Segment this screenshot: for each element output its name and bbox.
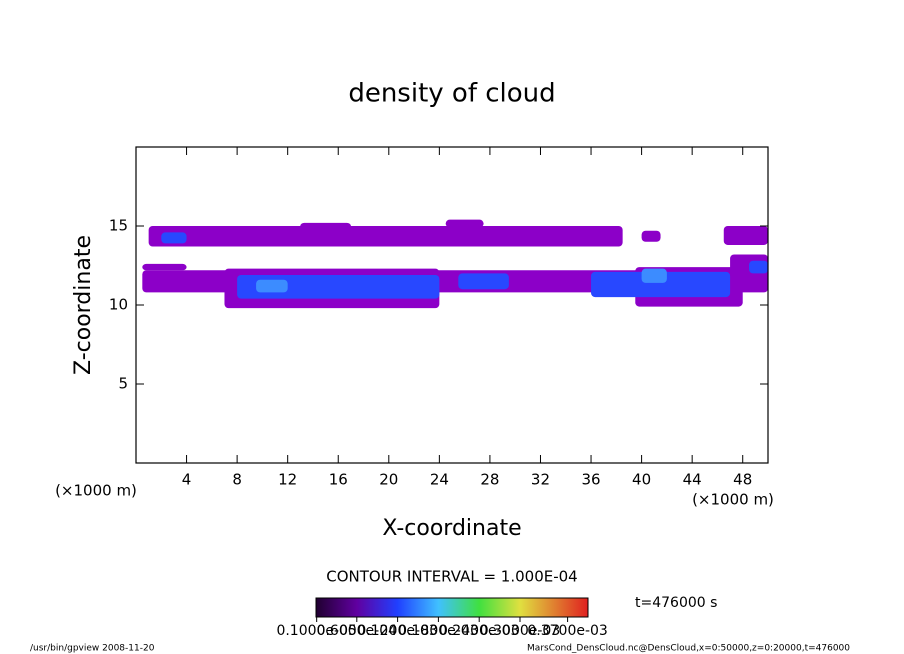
footer-right: MarsCond_DensCloud.nc@DensCloud,x=0:5000…: [527, 644, 850, 654]
x-tick-label: 24: [430, 471, 449, 489]
chart-title: density of cloud: [348, 79, 555, 109]
cloud-region: [256, 279, 288, 293]
x-tick-label: 4: [182, 471, 192, 489]
x-tick-label: 48: [733, 471, 752, 489]
x-tick-label: 20: [379, 471, 398, 489]
y-axis-label: Z-coordinate: [71, 235, 96, 375]
x-unit: (×1000 m): [55, 482, 137, 500]
x-tick-label: 40: [632, 471, 651, 489]
cloud-region: [591, 271, 731, 298]
cloud-region: [641, 268, 667, 283]
colorbar-tick-label: 0.6000e-04: [317, 623, 398, 639]
cloud-region: [749, 260, 768, 274]
cloud-region: [641, 230, 661, 242]
cloud-region: [458, 273, 509, 290]
cloud-region: [161, 232, 187, 244]
y-tick-label: 10: [109, 296, 128, 314]
x-tick-label: 12: [278, 471, 297, 489]
y-unit: (×1000 m): [692, 491, 774, 509]
cloud-region: [445, 219, 484, 228]
colorbar-tick-label: 0.3000e-03: [480, 623, 560, 639]
x-axis-label: X-coordinate: [382, 516, 521, 541]
cloud-region: [723, 226, 768, 245]
y-tick-label: 5: [118, 375, 128, 393]
x-tick-label: 28: [480, 471, 499, 489]
x-tick-label: 16: [329, 471, 348, 489]
contour-interval: CONTOUR INTERVAL = 1.000E-04: [326, 568, 577, 586]
colorbar-tick-label: 0.2400e-03: [439, 623, 519, 639]
colorbar-tick-label: 0.1200e-03: [357, 623, 437, 639]
y-tick-label: 15: [109, 217, 128, 235]
cloud-region: [300, 222, 351, 230]
footer-left: /usr/bin/gpview 2008-11-20: [30, 644, 155, 654]
cloud-region: [148, 226, 623, 247]
colorbar-tick-label: 0.3700e-03: [527, 623, 607, 639]
x-tick-label: 44: [683, 471, 702, 489]
x-tick-label: 8: [232, 471, 242, 489]
cloud-region: [142, 263, 187, 271]
x-tick-label: 32: [531, 471, 550, 489]
time-label: t=476000 s: [635, 595, 717, 611]
cloud-region: [237, 274, 440, 299]
colorbar-tick-label: 0.1800e-03: [398, 623, 478, 639]
colorbar-tick-label: 0.1000e-05: [276, 623, 356, 639]
x-tick-label: 36: [581, 471, 600, 489]
colorbar: [315, 597, 589, 618]
